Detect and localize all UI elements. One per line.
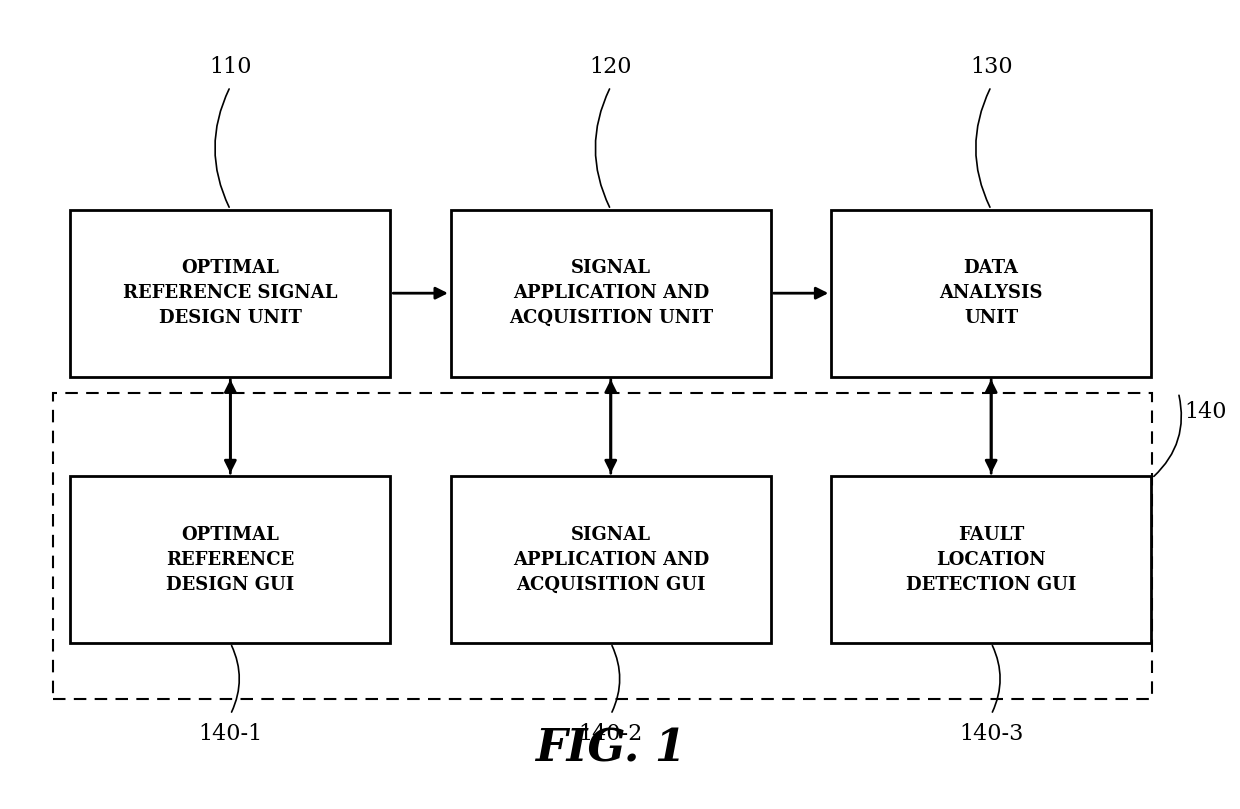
Text: 140-2: 140-2 <box>579 723 642 745</box>
Text: FAULT
LOCATION
DETECTION GUI: FAULT LOCATION DETECTION GUI <box>906 526 1076 594</box>
Bar <box>451 210 771 377</box>
Text: FIG. 1: FIG. 1 <box>536 727 686 770</box>
Bar <box>71 210 391 377</box>
Text: OPTIMAL
REFERENCE
DESIGN GUI: OPTIMAL REFERENCE DESIGN GUI <box>166 526 294 594</box>
Bar <box>451 476 771 643</box>
Text: 130: 130 <box>970 56 1013 78</box>
Text: OPTIMAL
REFERENCE SIGNAL
DESIGN UNIT: OPTIMAL REFERENCE SIGNAL DESIGN UNIT <box>123 259 337 327</box>
Text: 120: 120 <box>589 56 632 78</box>
Bar <box>831 210 1151 377</box>
Text: DATA
ANALYSIS
UNIT: DATA ANALYSIS UNIT <box>940 259 1043 327</box>
Text: 140-1: 140-1 <box>198 723 263 745</box>
Bar <box>71 476 391 643</box>
Text: SIGNAL
APPLICATION AND
ACQUISITION UNIT: SIGNAL APPLICATION AND ACQUISITION UNIT <box>508 259 713 327</box>
Text: 110: 110 <box>210 56 252 78</box>
Bar <box>831 476 1151 643</box>
Bar <box>53 392 1152 699</box>
Text: 140: 140 <box>1184 401 1226 423</box>
Text: 140-3: 140-3 <box>959 723 1023 745</box>
Text: SIGNAL
APPLICATION AND
ACQUISITION GUI: SIGNAL APPLICATION AND ACQUISITION GUI <box>512 526 709 594</box>
